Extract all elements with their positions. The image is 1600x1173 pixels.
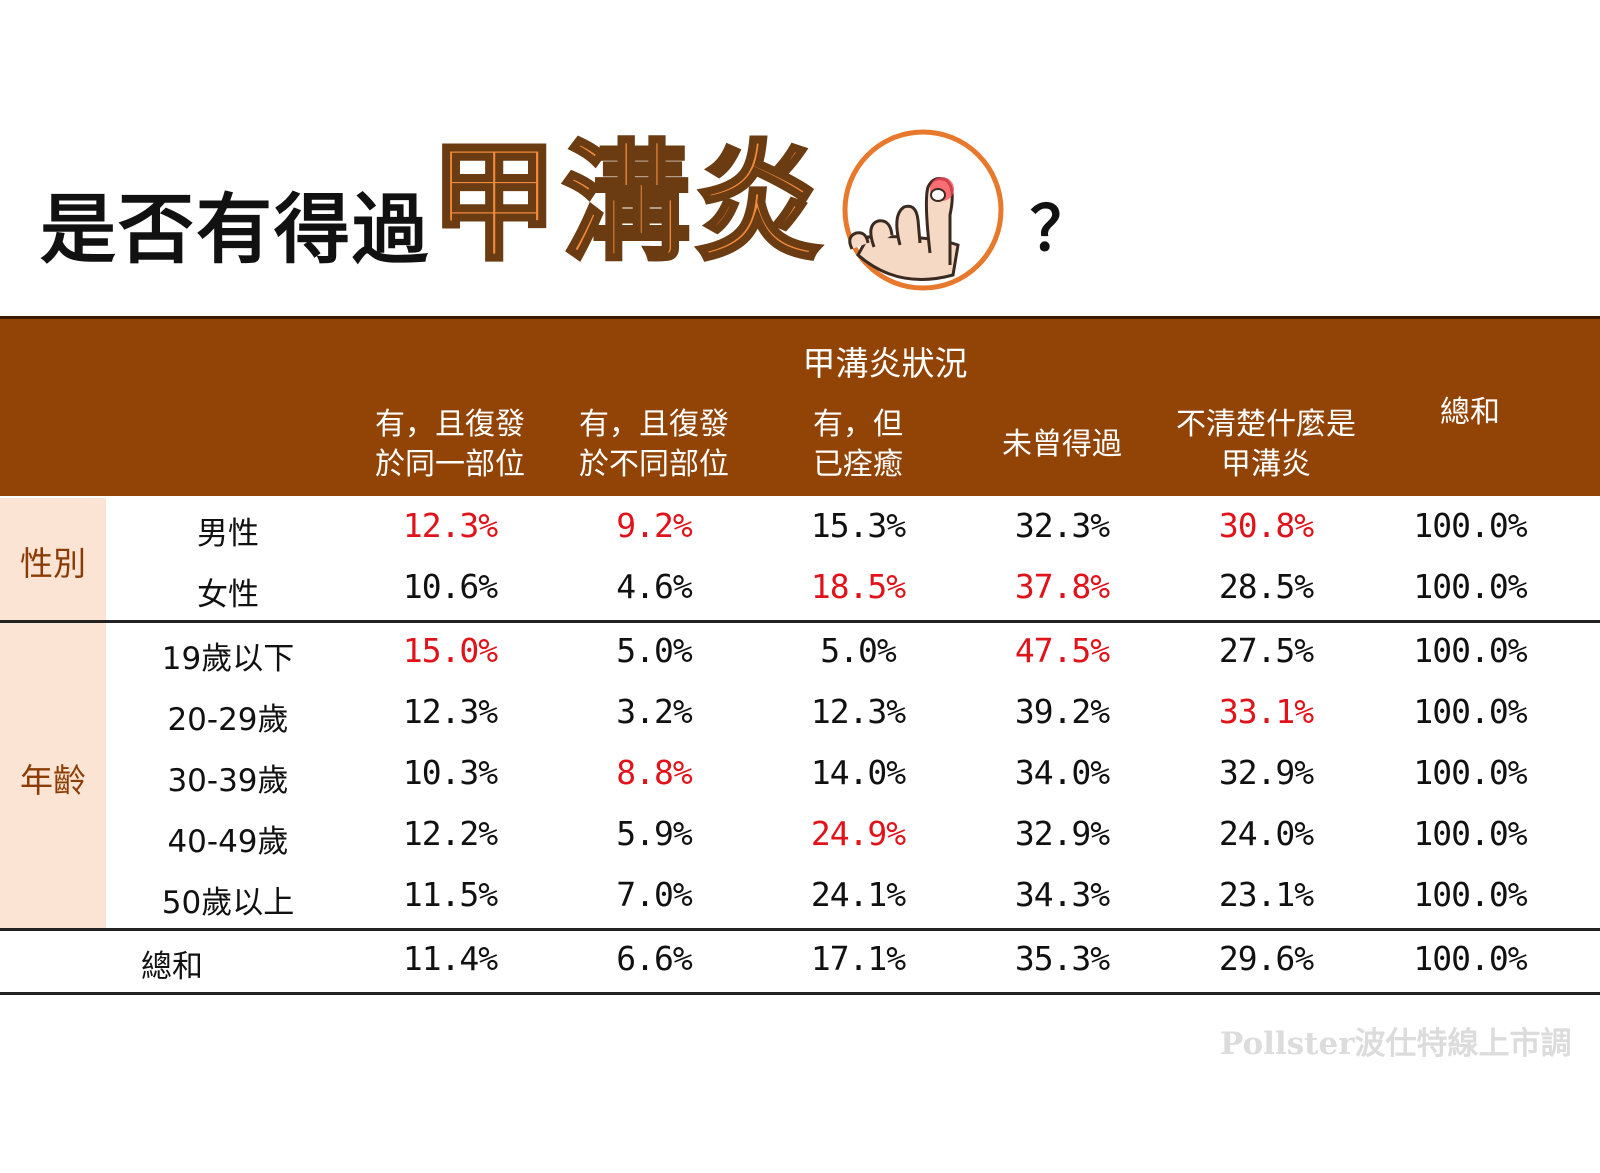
- column-header-line: 於同一部位: [375, 447, 525, 482]
- table-cell: 24.1%: [810, 875, 906, 914]
- column-header: 總和: [1360, 393, 1580, 433]
- table-cell: 100.0%: [1413, 631, 1527, 670]
- table-cell: 9.2%: [616, 506, 692, 545]
- table-cell: 12.3%: [402, 692, 498, 731]
- table-cell: 5.0%: [820, 631, 896, 670]
- column-header-line: 有，且復發: [375, 407, 525, 442]
- title-highlight: 甲溝炎: [428, 129, 827, 278]
- table-cell: 32.9%: [1014, 814, 1110, 853]
- column-header-line: 甲溝炎: [1221, 447, 1311, 482]
- table-cell: 15.0%: [402, 631, 498, 670]
- table-cell: 12.3%: [402, 506, 498, 545]
- table-cell: 100.0%: [1413, 692, 1527, 731]
- table-cell: 39.2%: [1014, 692, 1110, 731]
- column-header-line: 已痊癒: [813, 447, 903, 482]
- group-band: [0, 623, 106, 928]
- table-cell: 34.3%: [1014, 875, 1110, 914]
- column-header-line: 總和: [1440, 395, 1500, 430]
- table-cell: 100.0%: [1413, 753, 1527, 792]
- table-cell: 33.1%: [1218, 692, 1314, 731]
- table-cell: 100.0%: [1413, 875, 1527, 914]
- column-header: 未曾得過: [952, 425, 1172, 465]
- table-header: 甲溝炎狀況 有，且復發 於同一部位 有，且復發 於不同部位 有，但 已痊癒 未曾得過 不清楚什…: [0, 316, 1600, 496]
- total-row-label: 總和: [141, 949, 203, 985]
- table-cell: 3.2%: [616, 692, 692, 731]
- column-header: 不清楚什麼是 甲溝炎: [1156, 405, 1376, 485]
- total-cell: 6.6%: [616, 939, 692, 978]
- table-cell: 34.0%: [1014, 753, 1110, 792]
- column-header-line: 有，但: [813, 407, 903, 442]
- total-cell: 11.4%: [402, 939, 498, 978]
- table-cell: 27.5%: [1218, 631, 1314, 670]
- table-cell: 47.5%: [1014, 631, 1110, 670]
- total-cell: 35.3%: [1014, 939, 1110, 978]
- column-header-line: 不清楚什麼是: [1176, 407, 1356, 442]
- group-header: 甲溝炎狀況: [802, 344, 968, 383]
- column-header: 有，且復發於同一部位: [340, 405, 560, 485]
- column-header-line: 未曾得過: [1002, 427, 1122, 462]
- table-cell: 30.8%: [1218, 506, 1314, 545]
- row-divider: [0, 928, 1600, 931]
- table-cell: 11.5%: [402, 875, 498, 914]
- total-cell: 17.1%: [810, 939, 906, 978]
- row-label: 30-39歲: [167, 763, 289, 799]
- title-question-mark: ？: [1030, 192, 1093, 265]
- column-header-line: 於不同部位: [579, 447, 729, 482]
- table-cell: 23.1%: [1218, 875, 1314, 914]
- page-title: 是否有得過: [40, 185, 430, 274]
- row-label: 40-49歲: [167, 824, 289, 860]
- table-cell: 24.9%: [810, 814, 906, 853]
- table-cell: 100.0%: [1413, 814, 1527, 853]
- column-header-line: 有，且復發: [579, 407, 729, 442]
- table-cell: 10.3%: [402, 753, 498, 792]
- row-divider: [0, 620, 1600, 623]
- title-row: 是否有得過 甲溝炎 ？: [0, 120, 1600, 300]
- table-cell: 24.0%: [1218, 814, 1314, 853]
- watermark: Pollster波仕特線上市調: [1220, 1026, 1572, 1062]
- table-cell: 14.0%: [810, 753, 906, 792]
- table-cell: 32.9%: [1218, 753, 1314, 792]
- row-label: 男性: [197, 516, 259, 552]
- group-band: [0, 498, 106, 620]
- table-cell: 5.0%: [616, 631, 692, 670]
- table-cell: 100.0%: [1413, 567, 1527, 606]
- total-cell: 29.6%: [1218, 939, 1314, 978]
- table-cell: 7.0%: [616, 875, 692, 914]
- table-cell: 18.5%: [810, 567, 906, 606]
- table-cell: 10.6%: [402, 567, 498, 606]
- group-label: 年齡: [20, 760, 86, 800]
- table-cell: 100.0%: [1413, 506, 1527, 545]
- row-label: 19歲以下: [161, 641, 295, 677]
- toe-icon: [842, 129, 1004, 291]
- column-header: 有，且復發於不同部位: [544, 405, 764, 485]
- table-cell: 28.5%: [1218, 567, 1314, 606]
- row-label: 20-29歲: [167, 702, 289, 738]
- column-header: 有，但已痊癒: [748, 405, 968, 485]
- table-cell: 4.6%: [616, 567, 692, 606]
- table-cell: 5.9%: [616, 814, 692, 853]
- row-label: 女性: [197, 577, 259, 613]
- group-label: 性別: [20, 544, 86, 583]
- total-cell: 100.0%: [1413, 939, 1527, 978]
- table-cell: 12.2%: [402, 814, 498, 853]
- table-cell: 15.3%: [810, 506, 906, 545]
- table-cell: 8.8%: [616, 753, 692, 792]
- table-cell: 37.8%: [1014, 567, 1110, 606]
- table-cell: 12.3%: [810, 692, 906, 731]
- table-cell: 32.3%: [1014, 506, 1110, 545]
- row-label: 50歲以上: [161, 885, 295, 921]
- table-bottom-border: [0, 992, 1600, 995]
